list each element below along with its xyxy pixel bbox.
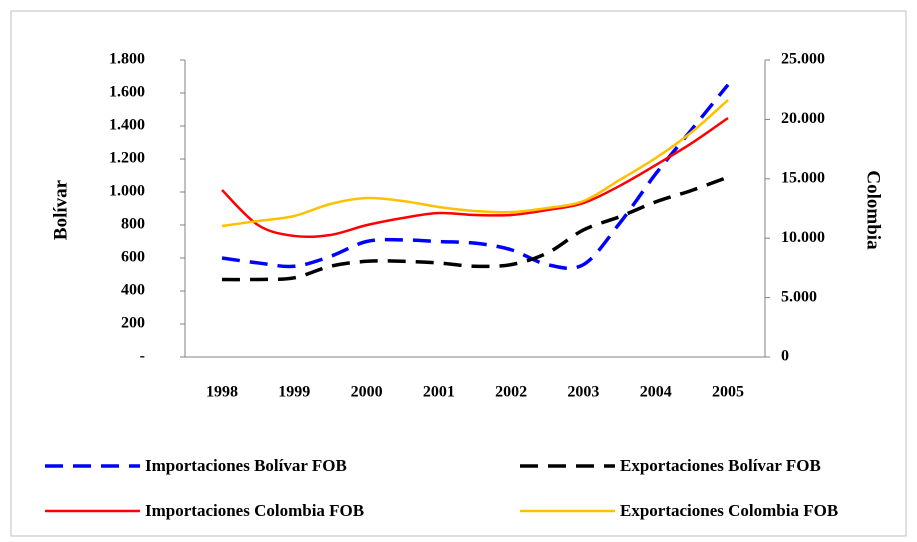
y-tick-label: 1.000 bbox=[109, 183, 145, 200]
legend: Importaciones Bolívar FOB Exportaciones B… bbox=[45, 456, 838, 520]
x-tick-label: 2003 bbox=[567, 384, 599, 401]
y2-tick-label: 5.000 bbox=[781, 288, 817, 305]
y-tick-label: 1.200 bbox=[109, 150, 145, 167]
y-tick-label: 1.400 bbox=[109, 117, 145, 134]
y-tick-label: 600 bbox=[121, 249, 145, 266]
y2-tick-label: 25.000 bbox=[781, 51, 825, 68]
x-tick-label: 2004 bbox=[640, 384, 672, 401]
x-tick-label: 2000 bbox=[351, 384, 383, 401]
chart-border bbox=[10, 10, 907, 537]
y2-axis-label: Colombia bbox=[863, 170, 884, 250]
series-line bbox=[221, 175, 729, 282]
x-tick-label: 1999 bbox=[278, 384, 310, 401]
series-line bbox=[221, 116, 729, 239]
x-tick-label: 2005 bbox=[712, 384, 744, 401]
legend-label: Importaciones Colombia FOB bbox=[145, 501, 364, 520]
legend-label: Importaciones Bolívar FOB bbox=[145, 456, 347, 475]
x-tick-label: 2002 bbox=[495, 384, 527, 401]
y-tick-label: 1.800 bbox=[109, 51, 145, 68]
y-tick-label: 200 bbox=[121, 315, 145, 332]
y2-tick-label: 20.000 bbox=[781, 110, 825, 127]
y2-tick-label: 0 bbox=[781, 348, 789, 365]
legend-label: Exportaciones Bolívar FOB bbox=[620, 456, 821, 475]
y-tick-label: 1.600 bbox=[109, 84, 145, 101]
y-tick-label: - bbox=[140, 348, 145, 365]
series-line bbox=[221, 99, 729, 228]
legend-label: Exportaciones Colombia FOB bbox=[620, 501, 838, 520]
y-tick-label: 800 bbox=[121, 216, 145, 233]
series-line bbox=[221, 83, 730, 271]
y2-tick-label: 15.000 bbox=[781, 169, 825, 186]
y2-tick-label: 10.000 bbox=[781, 229, 825, 246]
x-tick-label: 1998 bbox=[206, 384, 238, 401]
x-tick-label: 2001 bbox=[423, 384, 455, 401]
y-axis-label: Bolívar bbox=[50, 179, 71, 240]
y-tick-label: 400 bbox=[121, 282, 145, 299]
